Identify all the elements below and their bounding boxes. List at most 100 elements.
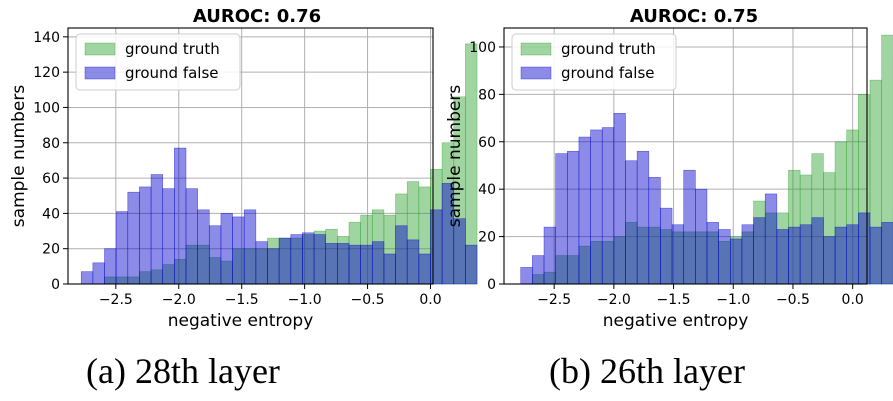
- y-tick-label: 0: [51, 277, 60, 293]
- false-bar: [881, 222, 893, 285]
- false-bar: [453, 218, 466, 285]
- y-tick-label: 20: [42, 242, 60, 258]
- false-bar: [776, 229, 789, 285]
- false-bar: [383, 253, 396, 285]
- false-bar: [232, 216, 245, 285]
- y-tick-label: 20: [478, 230, 496, 246]
- false-bar: [115, 211, 129, 285]
- y-tick-label: 60: [42, 171, 60, 187]
- false-bar: [555, 153, 568, 285]
- false-bar: [337, 243, 350, 285]
- false-bar: [846, 224, 859, 285]
- legend-swatch: [84, 66, 116, 80]
- legend-swatch: [520, 42, 552, 56]
- false-bar: [197, 209, 210, 285]
- y-tick-label: 40: [42, 206, 60, 222]
- false-bar: [660, 207, 673, 285]
- false-bar: [520, 267, 533, 285]
- legend-label: ground false: [561, 64, 655, 82]
- legend-label: ground truth: [561, 40, 656, 58]
- x-axis-label: negative entropy: [603, 311, 749, 331]
- false-bar: [869, 226, 882, 285]
- false-bar: [104, 248, 117, 285]
- x-tick-label: −1.0: [288, 292, 322, 308]
- false-bar: [302, 232, 315, 285]
- false-bar: [799, 224, 813, 285]
- false-bar: [858, 212, 871, 285]
- legend-label: ground truth: [125, 40, 220, 58]
- false-bar: [278, 237, 292, 285]
- false-bar: [80, 271, 94, 285]
- false-bar: [406, 239, 420, 285]
- false-bar: [566, 150, 580, 285]
- y-tick-label: 80: [478, 87, 496, 103]
- chart-title: AUROC: 0.76: [193, 6, 321, 27]
- false-bar: [127, 191, 140, 285]
- false-bar: [430, 209, 443, 285]
- false-bar: [695, 188, 708, 285]
- legend-box: [511, 33, 677, 91]
- false-bar: [764, 193, 778, 285]
- false-bar: [729, 238, 743, 285]
- x-tick-label: 0.0: [419, 292, 441, 308]
- false-bar: [185, 188, 198, 285]
- false-bar: [243, 209, 257, 285]
- false-bar: [718, 229, 731, 285]
- false-bar: [220, 213, 233, 285]
- false-bar: [741, 224, 754, 285]
- false-bar: [360, 244, 373, 285]
- false-bar: [325, 243, 338, 285]
- false-bar: [753, 217, 766, 285]
- false-bar: [648, 177, 661, 285]
- false-bar: [706, 222, 719, 285]
- legend-label: ground false: [125, 64, 219, 82]
- x-tick-label: 0.0: [842, 292, 864, 308]
- x-tick-label: −2.0: [162, 292, 196, 308]
- false-bar: [313, 234, 327, 285]
- false-bar: [162, 188, 175, 285]
- y-tick-label: 60: [478, 135, 496, 151]
- false-bar: [371, 241, 385, 285]
- x-tick-label: −1.0: [716, 292, 750, 308]
- false-bar: [823, 236, 836, 285]
- x-tick-label: −1.5: [225, 292, 259, 308]
- y-tick-label: 100: [469, 40, 496, 56]
- false-bar: [683, 169, 696, 285]
- false-bar: [811, 217, 824, 285]
- false-bar: [532, 255, 545, 285]
- false-bar: [395, 225, 408, 285]
- false-bar: [255, 241, 268, 285]
- series-ground-false: [80, 147, 478, 285]
- false-bar: [150, 174, 164, 285]
- legend-swatch: [520, 66, 552, 80]
- y-tick-label: 80: [42, 136, 60, 152]
- false-bar: [92, 262, 105, 285]
- false-bar: [625, 160, 638, 285]
- legend: ground truth ground false: [75, 33, 241, 91]
- x-tick-label: −0.5: [351, 292, 385, 308]
- y-axis-label: sample numbers: [445, 85, 465, 228]
- chart-title: AUROC: 0.75: [630, 6, 758, 27]
- legend-box: [75, 33, 241, 91]
- false-bar: [834, 226, 848, 285]
- chart-panel-b: −2.5 −2.0 −1.5 −1.0 −0.5 0.0 0 20 40 60 80 100 AUROC…: [445, 6, 893, 331]
- false-bar: [590, 129, 603, 285]
- x-tick-label: −1.5: [657, 292, 691, 308]
- false-bar: [139, 186, 152, 285]
- y-tick-label: 40: [478, 182, 496, 198]
- false-bar: [671, 224, 685, 285]
- false-bar: [465, 244, 478, 285]
- y-tick-label: 0: [487, 277, 496, 293]
- y-tick-label: 100: [33, 100, 60, 116]
- false-bar: [613, 113, 626, 285]
- false-bar: [174, 147, 187, 285]
- caption-b: (b) 26th layer: [549, 351, 745, 391]
- plot-frame: [67, 27, 434, 285]
- false-bar: [348, 244, 361, 285]
- false-bar: [290, 234, 303, 285]
- y-tick-label: 140: [33, 30, 60, 46]
- false-bar: [578, 136, 591, 285]
- y-tick-label: 120: [33, 65, 60, 81]
- false-bar: [601, 127, 615, 285]
